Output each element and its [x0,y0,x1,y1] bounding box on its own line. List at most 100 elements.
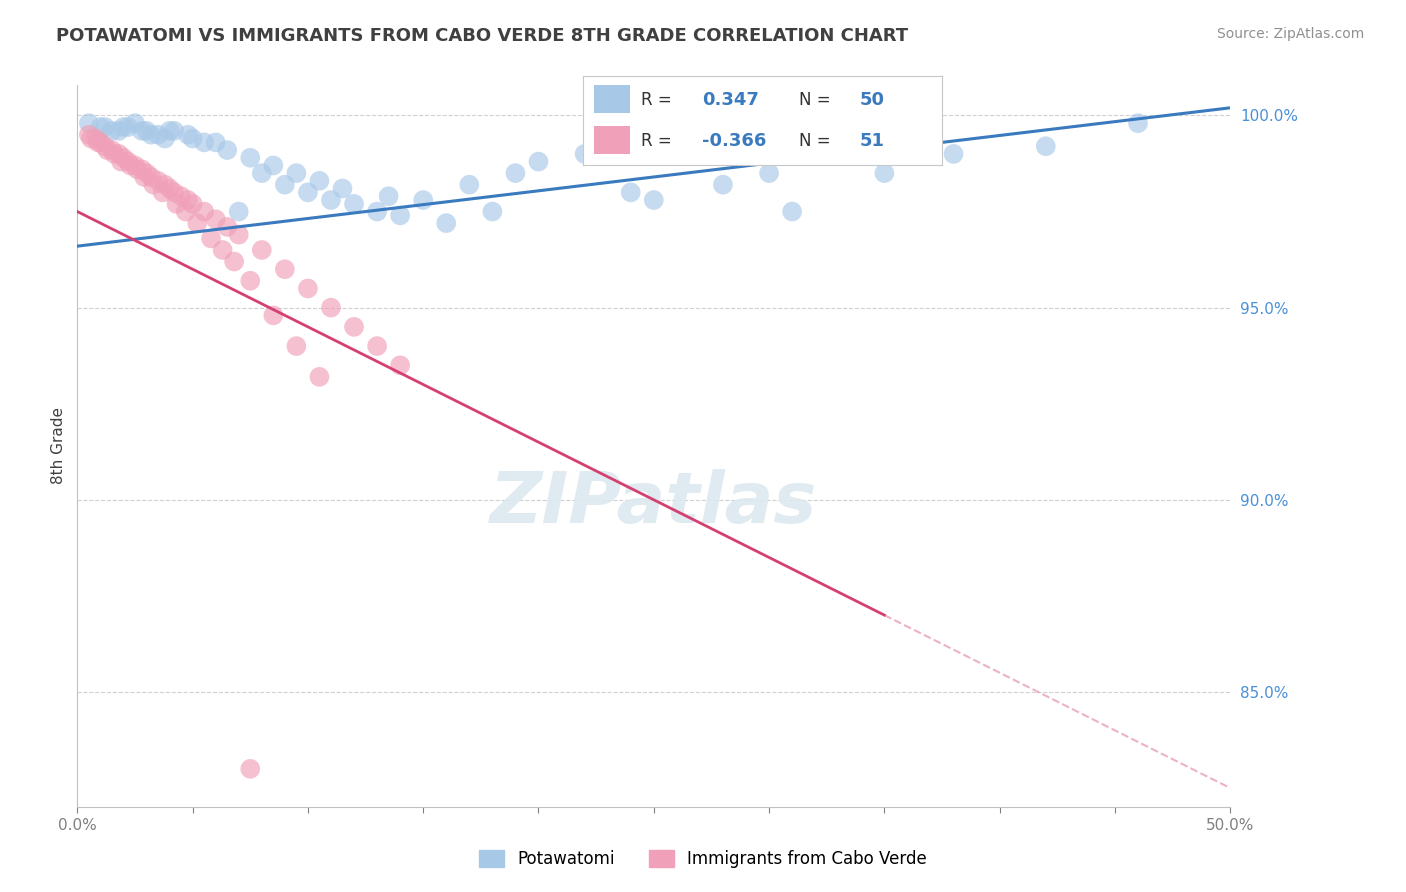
Point [163,124,186,138]
Text: N =: N = [799,91,830,109]
Point [80,131,103,145]
Point [77,128,100,142]
Point [139,169,162,184]
Point [389,359,412,373]
Point [142,178,165,192]
Text: POTAWATOMI VS IMMIGRANTS FROM CABO VERDE 8TH GRADE CORRELATION CHART: POTAWATOMI VS IMMIGRANTS FROM CABO VERDE… [56,27,908,45]
Point [108,124,131,138]
Point [134,169,156,184]
Point [366,339,388,353]
Point [1126,116,1149,130]
Point [89,120,111,134]
Point [94,139,117,153]
Point [146,128,169,142]
Point [711,178,734,192]
Point [308,369,330,384]
Point [228,204,250,219]
Text: R =: R = [641,132,672,150]
Point [319,193,342,207]
Point [124,158,146,172]
Point [101,124,124,138]
Point [366,204,388,219]
Bar [595,85,630,113]
Point [262,309,284,323]
Point [228,227,250,242]
Point [193,204,215,219]
Point [101,143,124,157]
Point [186,216,208,230]
Point [166,197,188,211]
Point [112,151,135,165]
Point [117,154,139,169]
Text: 0.347: 0.347 [702,91,759,109]
Point [274,178,297,192]
Point [204,136,226,150]
Point [177,128,200,142]
Point [620,186,643,200]
Point [181,197,204,211]
Point [239,274,262,288]
Point [159,181,181,195]
Point [200,231,222,245]
Point [181,131,204,145]
Point [458,178,481,192]
Point [193,136,215,150]
Point [120,158,142,172]
Point [505,166,527,180]
Point [643,193,665,207]
Point [343,197,366,211]
Point [139,128,162,142]
Point [297,186,319,200]
Point [377,189,399,203]
Point [239,762,262,776]
Point [217,219,239,234]
Point [124,116,146,130]
Text: 51: 51 [859,132,884,150]
Point [224,254,246,268]
Text: 50: 50 [859,91,884,109]
Point [131,124,153,138]
Text: Source: ZipAtlas.com: Source: ZipAtlas.com [1216,27,1364,41]
Point [308,174,330,188]
Point [780,204,803,219]
Point [319,301,342,315]
Point [77,116,100,130]
Point [873,166,896,180]
Point [87,136,110,150]
Point [108,147,131,161]
Point [170,189,193,203]
Point [274,262,297,277]
Point [117,120,139,134]
Point [89,136,111,150]
Point [211,243,233,257]
Point [146,174,169,188]
Point [153,131,176,145]
Text: ZIPatlas: ZIPatlas [491,469,817,538]
Point [96,143,118,157]
Bar [595,126,630,154]
Point [332,181,354,195]
Point [481,204,503,219]
Point [1035,139,1057,153]
Point [434,216,457,230]
Point [135,166,157,180]
Legend: Potawatomi, Immigrants from Cabo Verde: Potawatomi, Immigrants from Cabo Verde [472,843,934,875]
Point [94,120,117,134]
Text: R =: R = [641,91,672,109]
Point [152,186,174,200]
Point [942,147,965,161]
Point [262,158,284,172]
Point [285,339,308,353]
Point [574,147,596,161]
Point [758,166,780,180]
Point [131,162,153,177]
Point [527,154,550,169]
Y-axis label: 8th Grade: 8th Grade [51,408,66,484]
Point [412,193,434,207]
Point [153,178,176,192]
Point [217,143,239,157]
Point [297,281,319,295]
Text: N =: N = [799,132,830,150]
Point [174,204,197,219]
Point [127,162,149,177]
